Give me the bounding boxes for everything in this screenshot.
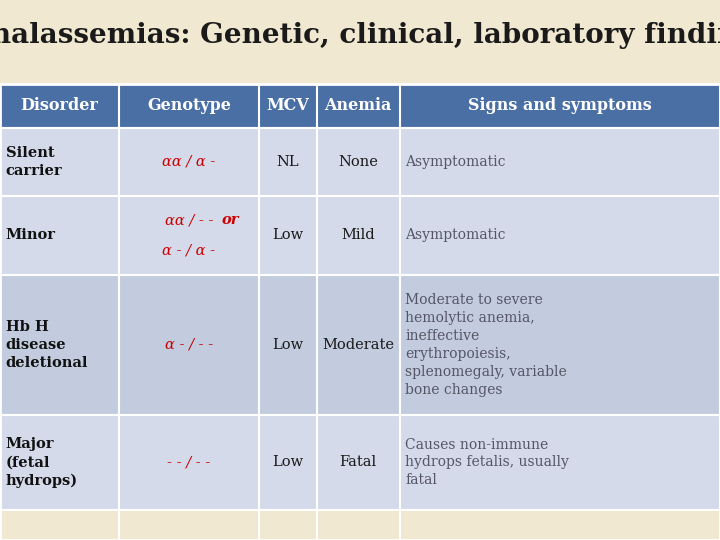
Text: Major
(fetal
hydrops): Major (fetal hydrops) [6, 437, 78, 488]
Text: Low: Low [272, 455, 304, 469]
Text: Low: Low [272, 338, 304, 352]
Text: Mild: Mild [341, 228, 375, 242]
Bar [0, 84, 720, 128]
Text: Signs and symptoms: Signs and symptoms [468, 97, 652, 114]
Bar [0, 128, 720, 195]
Text: - - / - -: - - / - - [167, 455, 211, 469]
Text: Disorder: Disorder [20, 97, 99, 114]
Text: Moderate: Moderate [323, 338, 395, 352]
Text: Low: Low [272, 228, 304, 242]
Text: α thalassemias: Genetic, clinical, laboratory findings: α thalassemias: Genetic, clinical, labor… [0, 22, 720, 49]
Bar [0, 415, 720, 510]
Text: Anemia: Anemia [325, 97, 392, 114]
Bar [0, 84, 720, 540]
Text: NL: NL [276, 155, 300, 168]
Bar [0, 195, 720, 275]
Text: or: or [222, 213, 239, 227]
Text: αα / α -: αα / α - [162, 155, 216, 168]
Text: None: None [338, 155, 378, 168]
Text: α - / α -: α - / α - [163, 244, 215, 258]
Text: MCV: MCV [266, 97, 310, 114]
Text: Asymptomatic: Asymptomatic [405, 228, 506, 242]
Text: Asymptomatic: Asymptomatic [405, 155, 506, 168]
Text: Moderate to severe
hemolytic anemia,
ineffective
erythropoiesis,
splenomegaly, v: Moderate to severe hemolytic anemia, ine… [405, 293, 567, 396]
Text: Causes non-immune
hydrops fetalis, usually
fatal: Causes non-immune hydrops fetalis, usual… [405, 437, 570, 487]
Text: Minor: Minor [6, 228, 55, 242]
Text: Fatal: Fatal [340, 455, 377, 469]
Text: α - / - -: α - / - - [165, 338, 213, 352]
Bar [0, 275, 720, 415]
Text: Silent
carrier: Silent carrier [6, 146, 63, 178]
Text: αα / - -: αα / - - [165, 213, 213, 227]
Text: Genotype: Genotype [147, 97, 231, 114]
Text: Hb H
disease
deletional: Hb H disease deletional [6, 320, 89, 370]
